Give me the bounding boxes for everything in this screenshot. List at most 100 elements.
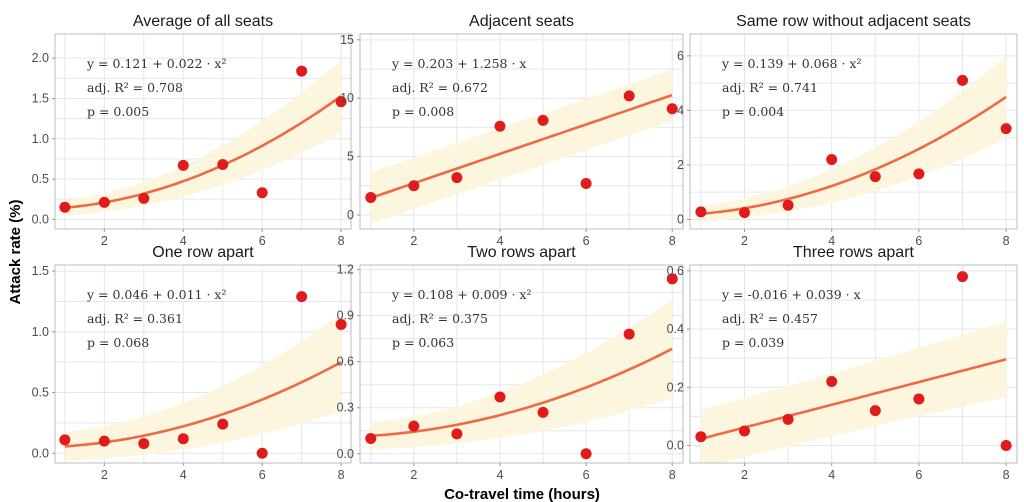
panel-title: Adjacent seats <box>469 13 574 30</box>
data-point <box>826 153 838 165</box>
data-point <box>623 90 635 102</box>
data-point <box>666 273 678 285</box>
panel: Average of all seats 2 4 6 8 0.0 0.5 1.0 1.5 2.0 y… <box>32 13 352 248</box>
data-point <box>580 448 592 460</box>
data-point <box>666 103 678 115</box>
x-tick-label: 2 <box>410 234 417 248</box>
x-tick-label: 8 <box>1003 468 1010 482</box>
data-point <box>957 74 968 86</box>
fit-annotation: adj. R² = 0.708 <box>87 80 183 95</box>
y-tick-label: 6 <box>677 49 684 63</box>
data-point <box>296 65 308 77</box>
x-tick-label: 2 <box>741 468 748 482</box>
y-tick-label: 0.6 <box>667 264 684 278</box>
data-point <box>782 199 794 211</box>
data-point <box>451 428 463 440</box>
confidence-band <box>64 313 342 461</box>
data-point <box>296 291 308 303</box>
panel-title: Average of all seats <box>133 13 273 30</box>
x-tick-label: 4 <box>496 468 503 482</box>
y-tick-label: 2.0 <box>32 51 49 65</box>
panel-title: Same row without adjacent seats <box>736 13 971 30</box>
data-point <box>217 418 229 430</box>
data-point <box>217 159 229 171</box>
y-tick-label: 1.0 <box>32 132 49 146</box>
x-tick-label: 8 <box>1003 234 1010 248</box>
fit-annotation: p = 0.004 <box>722 104 784 119</box>
x-tick-label: 8 <box>669 468 676 482</box>
fit-annotation: y = 0.108 + 0.009 · x² <box>391 287 531 302</box>
data-point <box>782 413 794 425</box>
x-tick-label: 4 <box>828 468 835 482</box>
y-tick-label: 0.0 <box>337 447 354 461</box>
confidence-band <box>64 59 342 216</box>
x-tick-label: 6 <box>259 234 266 248</box>
y-tick-label: 0.4 <box>667 322 684 336</box>
fit-annotation: p = 0.063 <box>392 335 454 350</box>
x-tick-label: 4 <box>180 468 187 482</box>
data-point <box>695 206 707 218</box>
panel-title: Two rows apart <box>467 244 576 261</box>
data-point <box>1000 440 1012 452</box>
panel: One row apart 2 4 6 8 0.0 0.5 1.0 1.5 y = 0.046 +… <box>32 244 352 482</box>
fit-annotation: p = 0.008 <box>392 104 454 119</box>
fit-annotation: adj. R² = 0.361 <box>87 311 183 326</box>
data-point <box>957 271 968 283</box>
data-point <box>59 434 71 446</box>
data-point <box>1000 123 1012 135</box>
data-point <box>177 433 189 445</box>
data-point <box>335 319 347 331</box>
panel-frame <box>689 33 1018 230</box>
y-tick-label: 5 <box>347 150 354 164</box>
x-tick-label: 2 <box>410 468 417 482</box>
fit-annotation: p = 0.039 <box>722 335 784 350</box>
x-tick-label: 2 <box>101 234 108 248</box>
y-tick-label: 0.0 <box>32 446 49 460</box>
y-tick-label: 0 <box>347 208 354 222</box>
y-tick-label: 2 <box>677 158 684 172</box>
x-tick-label: 6 <box>259 468 266 482</box>
x-tick-label: 6 <box>915 468 922 482</box>
panel-title: One row apart <box>152 244 254 261</box>
panel-title: Three rows apart <box>793 244 914 261</box>
data-point <box>177 159 189 171</box>
fit-line <box>700 358 1007 441</box>
x-tick-label: 4 <box>828 234 835 248</box>
data-point <box>451 172 463 184</box>
data-point <box>869 405 881 417</box>
panel: Two rows apart 2 4 6 8 0.0 0.3 0.6 0.9 1.2 y = 0.1… <box>337 244 684 482</box>
data-point <box>98 196 110 208</box>
data-point <box>580 177 592 189</box>
y-tick-label: 0.5 <box>32 386 49 400</box>
y-tick-label: 1.2 <box>337 263 354 277</box>
data-point <box>623 328 635 340</box>
y-tick-label: 1.5 <box>32 264 49 278</box>
fit-annotation: y = 0.203 + 1.258 · x <box>391 56 526 71</box>
fit-line <box>64 361 342 448</box>
panel: Same row without adjacent seats 2 4 6 8 0 2 4 6 y… <box>677 13 1018 248</box>
data-point <box>826 375 838 387</box>
fit-annotation: y = 0.046 + 0.011 · x² <box>86 287 226 302</box>
fit-annotation: adj. R² = 0.672 <box>392 80 488 95</box>
data-point <box>335 96 347 108</box>
x-tick-label: 4 <box>180 234 187 248</box>
data-point <box>913 168 925 180</box>
panel-frame <box>359 33 684 230</box>
y-tick-label: 0 <box>677 212 684 226</box>
x-tick-label: 8 <box>338 234 345 248</box>
data-point <box>494 120 506 132</box>
fit-line <box>64 95 342 210</box>
confidence-band <box>700 56 1007 222</box>
y-axis-label: Attack rate (%) <box>7 199 24 304</box>
data-point <box>59 201 71 213</box>
data-point <box>739 425 750 437</box>
fit-annotation: p = 0.068 <box>87 335 149 350</box>
fit-annotation: adj. R² = 0.741 <box>722 80 818 95</box>
fit-annotation: p = 0.005 <box>87 104 149 119</box>
data-point <box>256 447 268 459</box>
y-tick-label: 10 <box>340 91 354 105</box>
panel-frame <box>359 264 684 464</box>
y-tick-label: 0.9 <box>337 309 354 323</box>
